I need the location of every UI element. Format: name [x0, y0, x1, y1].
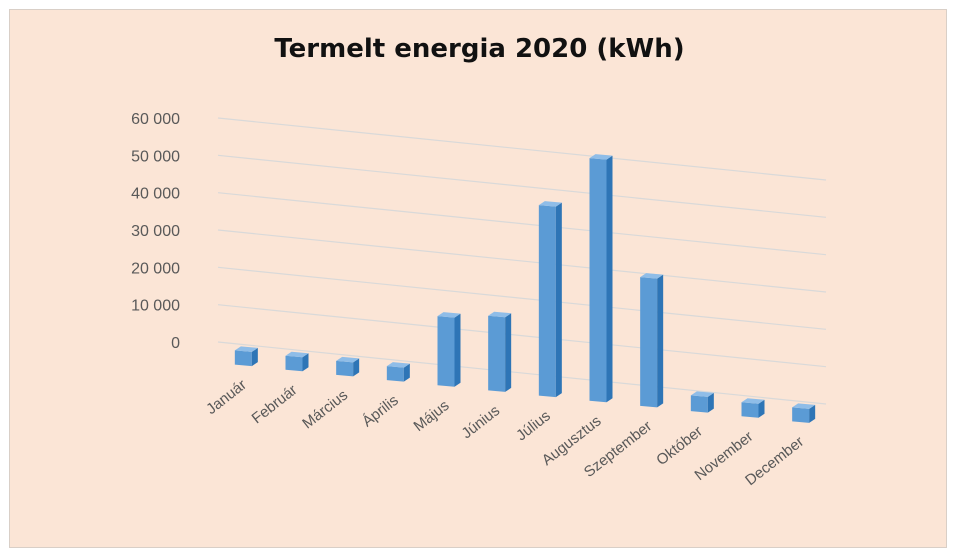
- bar: [386, 362, 410, 382]
- bar: [538, 201, 562, 398]
- bar-top: [538, 201, 562, 207]
- bar-top: [488, 311, 512, 318]
- bar: [792, 403, 816, 423]
- bar-front: [690, 395, 708, 413]
- bar-front: [336, 360, 354, 377]
- x-tick-label: Január: [203, 376, 250, 418]
- bar-side: [251, 347, 258, 367]
- gridline: [217, 304, 827, 368]
- bar-top: [792, 403, 816, 409]
- bar: [690, 391, 714, 413]
- y-tick-label: 20 000: [131, 260, 180, 277]
- y-tick-label: 50 000: [131, 148, 180, 165]
- bar: [336, 356, 360, 377]
- bar: [589, 154, 613, 403]
- y-tick-label: 10 000: [131, 298, 180, 315]
- gridline: [217, 341, 827, 405]
- bar-front: [234, 350, 252, 367]
- bar-front: [488, 315, 506, 392]
- bar: [640, 273, 664, 408]
- bar-top: [640, 273, 664, 279]
- bar: [488, 311, 512, 392]
- x-tick-label: Március: [299, 387, 351, 433]
- x-tick-label: Június: [458, 402, 503, 442]
- x-tick-label: Október: [653, 423, 706, 469]
- gridline: [217, 229, 827, 293]
- gridline: [217, 117, 827, 181]
- chart-title: Termelt energia 2020 (kWh): [274, 34, 685, 64]
- chart-area: [9, 9, 947, 548]
- bar-top: [690, 391, 714, 397]
- x-tick-label: Április: [359, 392, 402, 431]
- y-tick-label: 0: [171, 335, 180, 352]
- bar-front: [285, 355, 303, 372]
- bar-top: [336, 356, 360, 363]
- bar-front: [538, 205, 556, 398]
- bar-top: [386, 362, 410, 368]
- bar-top: [589, 154, 613, 160]
- y-tick-label: 40 000: [131, 186, 180, 203]
- bar-side: [758, 399, 765, 418]
- y-tick-label: 60 000: [131, 111, 180, 128]
- bar: [741, 398, 765, 418]
- bar-top: [285, 351, 309, 358]
- bar-side: [707, 392, 714, 413]
- x-tick-label: Július: [513, 407, 554, 444]
- x-tick-label: Február: [249, 382, 301, 428]
- bar-front: [640, 277, 658, 408]
- bar-front: [792, 407, 810, 423]
- bar-front: [741, 402, 759, 418]
- bar-top: [234, 346, 258, 352]
- bar: [234, 346, 258, 367]
- bar-front: [386, 366, 404, 382]
- x-tick-label: Május: [410, 397, 452, 435]
- bar-side: [353, 358, 360, 377]
- gridline: [217, 266, 827, 330]
- gridline: [217, 154, 827, 218]
- bar-side: [606, 155, 613, 403]
- bar-top: [741, 398, 765, 404]
- bar-side: [555, 202, 562, 398]
- bar-side: [657, 274, 664, 408]
- bar-side: [454, 313, 461, 387]
- gridline: [217, 192, 827, 256]
- y-tick-label: 30 000: [131, 223, 180, 240]
- bar-side: [403, 363, 410, 382]
- bar: [285, 351, 309, 372]
- bar-top: [437, 312, 461, 318]
- bar-side: [302, 353, 309, 372]
- bar: [437, 312, 461, 387]
- bar-front: [437, 316, 455, 387]
- bar-front: [589, 158, 607, 403]
- bar-side: [809, 404, 816, 423]
- bar-side: [505, 313, 512, 392]
